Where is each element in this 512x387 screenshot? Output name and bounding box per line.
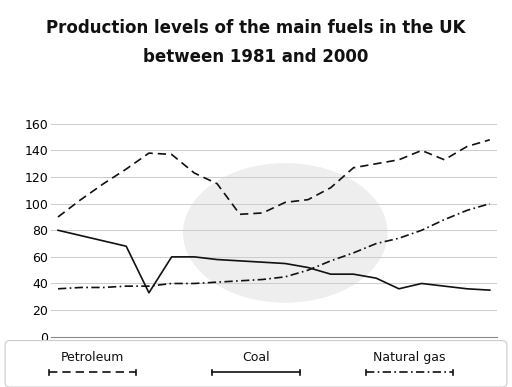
Ellipse shape xyxy=(183,163,388,303)
Text: between 1981 and 2000: between 1981 and 2000 xyxy=(143,48,369,67)
Text: Production levels of the main fuels in the UK: Production levels of the main fuels in t… xyxy=(46,19,466,38)
Text: Natural gas: Natural gas xyxy=(373,351,446,365)
Text: Coal: Coal xyxy=(242,351,270,365)
Text: Petroleum: Petroleum xyxy=(60,351,124,365)
